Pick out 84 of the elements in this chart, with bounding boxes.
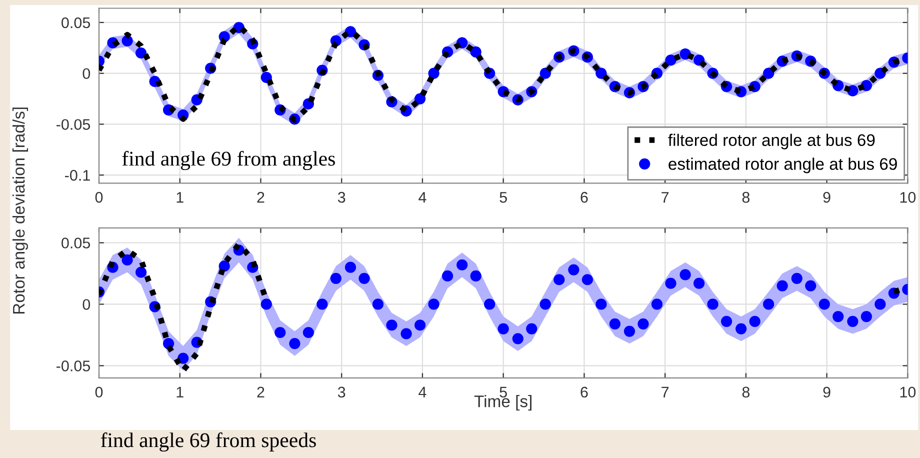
y-axis-title: Rotor angle deviation [rad/s] bbox=[12, 108, 28, 314]
point bbox=[582, 274, 593, 286]
point bbox=[260, 298, 272, 310]
x-tick-label: 1 bbox=[176, 386, 184, 398]
x-tick-label: 2 bbox=[257, 192, 264, 203]
point bbox=[316, 298, 328, 310]
point bbox=[791, 272, 802, 284]
x-tick-label: 3 bbox=[338, 192, 346, 203]
x-tick-label: 9 bbox=[823, 386, 830, 398]
text: find angle 69 from speeds bbox=[100, 432, 316, 452]
x-tick-label: 4 bbox=[418, 192, 426, 203]
point bbox=[330, 272, 342, 284]
x-tick-label: 6 bbox=[580, 386, 588, 398]
point bbox=[289, 338, 300, 350]
point bbox=[596, 298, 607, 310]
point bbox=[526, 323, 538, 334]
x-tick-label: 0 bbox=[95, 192, 103, 203]
x-tick-label: 0 bbox=[95, 386, 103, 398]
x-tick-label: 8 bbox=[742, 386, 750, 398]
point bbox=[707, 298, 718, 310]
y-tick-label: 0.05 bbox=[62, 238, 90, 248]
annotation: find angle 69 from angles bbox=[122, 150, 335, 170]
point bbox=[818, 298, 830, 310]
point bbox=[135, 266, 147, 278]
point bbox=[540, 298, 551, 310]
point bbox=[122, 254, 133, 266]
y-tick-label: 0 bbox=[82, 68, 90, 80]
point bbox=[414, 320, 426, 331]
x-tick-label: 5 bbox=[500, 386, 507, 398]
y-tick-label: -0.05 bbox=[56, 360, 90, 372]
point bbox=[498, 323, 509, 334]
x-tick-label: 4 bbox=[418, 386, 426, 398]
point bbox=[624, 326, 636, 337]
point bbox=[736, 323, 747, 334]
x-tick-label: 1 bbox=[176, 192, 184, 203]
point bbox=[638, 318, 649, 330]
point bbox=[554, 274, 565, 286]
point bbox=[749, 316, 760, 327]
point bbox=[874, 298, 886, 310]
point bbox=[358, 272, 370, 284]
point bbox=[512, 333, 524, 344]
point bbox=[763, 298, 774, 310]
point bbox=[372, 298, 384, 310]
point bbox=[344, 262, 356, 273]
point bbox=[484, 298, 496, 310]
x-tick-label: 5 bbox=[500, 192, 507, 203]
x-tick-label: 8 bbox=[742, 192, 750, 203]
point bbox=[596, 68, 607, 79]
point bbox=[847, 316, 858, 327]
x-tick-label: 10 bbox=[900, 386, 916, 398]
point bbox=[442, 270, 454, 282]
x-axis-title: Time [s] bbox=[474, 395, 532, 411]
y-tick-label: 0.05 bbox=[62, 17, 90, 28]
legend-label: filtered rotor angle at bus 69 bbox=[668, 134, 875, 150]
point bbox=[609, 318, 620, 330]
x-tick-label: 10 bbox=[900, 192, 916, 203]
y-tick-label: -0.05 bbox=[56, 119, 90, 130]
x-tick-label: 3 bbox=[338, 386, 346, 398]
point bbox=[428, 298, 440, 310]
point bbox=[386, 320, 398, 331]
point bbox=[720, 316, 732, 327]
point bbox=[832, 310, 844, 322]
point bbox=[776, 280, 788, 292]
point bbox=[805, 280, 816, 292]
point bbox=[568, 264, 580, 276]
point bbox=[302, 326, 314, 338]
y-tick-label: -0.1 bbox=[65, 170, 90, 181]
point bbox=[680, 269, 691, 280]
point bbox=[470, 270, 482, 282]
legend-label: estimated rotor angle at bus 69 bbox=[668, 158, 897, 174]
point bbox=[860, 310, 872, 322]
x-tick-label: 7 bbox=[662, 192, 669, 203]
point bbox=[274, 326, 286, 338]
x-tick-label: 2 bbox=[257, 386, 264, 398]
x-tick-label: 6 bbox=[580, 192, 588, 203]
x-tick-label: 7 bbox=[662, 386, 669, 398]
point bbox=[693, 278, 705, 289]
point bbox=[135, 47, 147, 59]
point bbox=[400, 328, 412, 340]
x-tick-label: 9 bbox=[823, 192, 830, 203]
y-tick-label: 0 bbox=[82, 299, 90, 310]
point bbox=[651, 298, 663, 310]
point bbox=[665, 278, 676, 289]
point bbox=[456, 259, 468, 270]
